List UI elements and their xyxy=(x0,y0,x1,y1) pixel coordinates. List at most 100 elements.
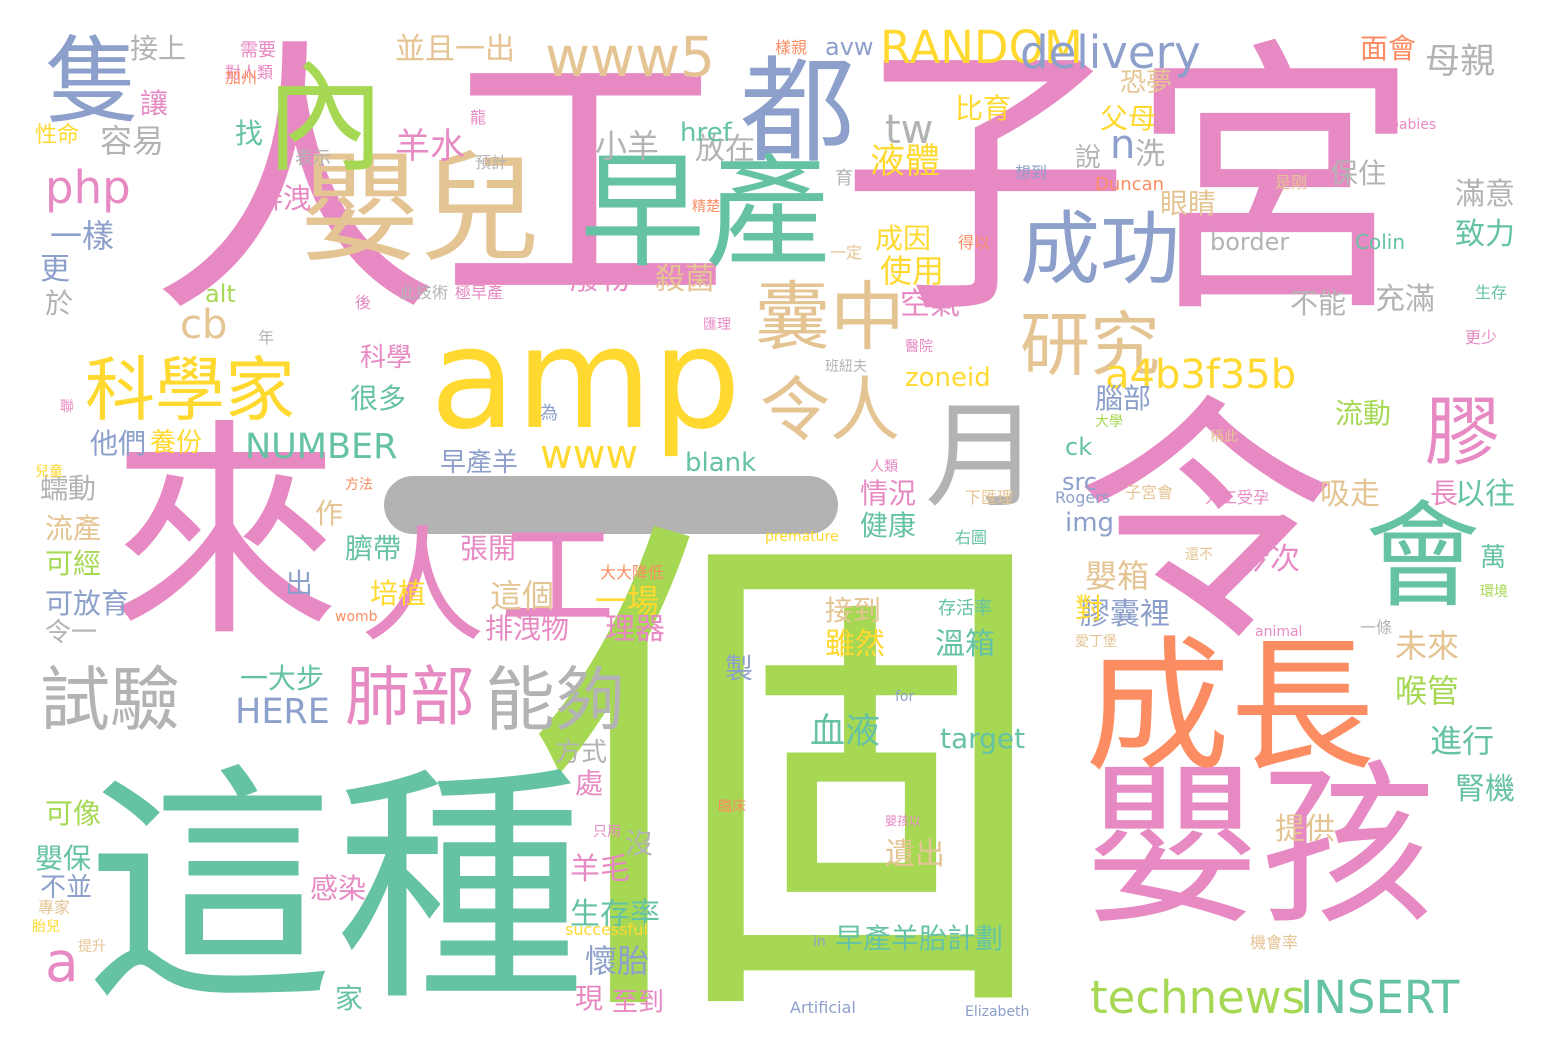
cloud-word: zoneid xyxy=(905,363,991,393)
cloud-word: 未來 xyxy=(1395,627,1460,665)
cloud-word: 父母 xyxy=(1100,102,1157,135)
cloud-word: 情況 xyxy=(860,477,917,510)
cloud-word: 下匯理 xyxy=(965,488,1014,507)
cloud-word: in xyxy=(813,934,826,950)
cloud-word: 排洩物 xyxy=(485,612,570,645)
cloud-word: 人工受孕 xyxy=(1205,488,1270,507)
cloud-word: 工 xyxy=(500,510,616,644)
cloud-word: NUMBER xyxy=(245,427,398,467)
cloud-word: RANDOM xyxy=(880,21,1083,74)
cloud-word: 出 xyxy=(285,567,314,600)
cloud-word: 生存 xyxy=(1475,283,1508,302)
cloud-word: 後 xyxy=(355,293,372,312)
cloud-word: 早產羊胎計劃 xyxy=(835,922,1004,955)
cloud-word: 提升 xyxy=(78,939,106,955)
cloud-word: 大學 xyxy=(1095,414,1123,430)
cloud-word: 聯 xyxy=(60,399,74,415)
cloud-word: Duncan xyxy=(1095,174,1165,195)
cloud-word: 萬 xyxy=(1480,543,1507,573)
cloud-word: HERE xyxy=(235,692,330,732)
cloud-word: 膠 xyxy=(1425,388,1501,476)
cloud-word: 洗 xyxy=(1135,137,1165,172)
cloud-word: 遺出 xyxy=(885,837,945,872)
cloud-word: 可像 xyxy=(45,797,102,830)
cloud-word: 羊毛 xyxy=(570,852,630,887)
cloud-word: 培植 xyxy=(370,577,427,610)
cloud-word: 母親 xyxy=(1425,42,1496,82)
cloud-word: 溫箱 xyxy=(935,627,995,662)
cloud-word: 這個 xyxy=(490,577,555,615)
cloud-word: 致力 xyxy=(1455,217,1515,252)
cloud-word: 家 xyxy=(335,982,364,1015)
cloud-word: 嬰箱 xyxy=(1085,557,1150,595)
cloud-word: 廢物 xyxy=(570,262,630,297)
cloud-word: 環境 xyxy=(1480,584,1508,600)
cloud-word: 人工 xyxy=(150,16,730,353)
cloud-word: 成因 xyxy=(875,222,932,255)
cloud-word: 排洩 xyxy=(255,182,312,215)
cloud-word: 稱此 xyxy=(1210,429,1238,445)
cloud-word: 可放育 xyxy=(45,587,130,620)
cloud-word: 接到 xyxy=(825,594,882,627)
cloud-word: 兒童 xyxy=(35,464,63,480)
cloud-word: delivery xyxy=(1020,26,1201,79)
cloud-word: 右圖 xyxy=(955,528,988,547)
cloud-word: 空氣 xyxy=(900,287,960,322)
cloud-word: 嬰兒 xyxy=(300,140,540,279)
cloud-word: 養份 xyxy=(150,428,203,458)
cloud-word: 還不 xyxy=(1185,547,1213,563)
cloud-word: 恐夢 xyxy=(1120,68,1173,98)
cloud-word: 生存率 xyxy=(570,897,660,932)
cloud-word: 個 xyxy=(530,477,1050,1052)
cloud-word: 機會率 xyxy=(1250,933,1299,952)
cloud-word: 理器 xyxy=(605,612,665,647)
cloud-word: 左圖 xyxy=(1305,113,1341,134)
cloud-word: 育 xyxy=(835,168,853,189)
cloud-word: 內 xyxy=(265,50,385,189)
cloud-word: 他們 xyxy=(90,427,147,460)
cloud-word: 充滿 xyxy=(1375,282,1435,317)
cloud-word: 作 xyxy=(315,497,344,530)
cloud-word: 小羊 xyxy=(595,127,660,165)
cloud-word: Rogers xyxy=(1055,488,1111,507)
cloud-word: 嬰孩以 xyxy=(885,814,922,828)
cloud-word: 只用 xyxy=(593,824,621,840)
cloud-word: 都 xyxy=(740,45,856,179)
cloud-word: cb xyxy=(180,302,228,348)
cloud-word: 不並 xyxy=(40,873,93,903)
cloud-word: Artificial xyxy=(790,998,856,1017)
cloud-word: 人 xyxy=(360,515,485,660)
cloud-word: technews xyxy=(1090,971,1306,1024)
cloud-word: 早產 xyxy=(580,140,830,285)
cloud-word: 比育 xyxy=(955,92,1012,125)
cloud-word: 不能 xyxy=(1290,287,1347,320)
cloud-word: 以往 xyxy=(1455,477,1515,512)
cloud-word: 嬰孩 xyxy=(1085,746,1435,949)
cloud-word: 腦部 xyxy=(1095,382,1152,415)
cloud-word: 加州 xyxy=(225,68,258,87)
cloud-word: target xyxy=(940,722,1026,755)
cloud-word: 愛丁堡 xyxy=(1075,634,1117,650)
cloud-word: 更少 xyxy=(1465,328,1498,347)
cloud-word: 現 xyxy=(575,982,604,1015)
cloud-word: alt xyxy=(205,280,236,308)
cloud-word: 一定 xyxy=(830,243,863,262)
cloud-word: 試驗 xyxy=(40,659,180,741)
cloud-word: 更 xyxy=(40,252,70,287)
cloud-word: 臍帶 xyxy=(345,532,402,565)
cloud-word: www xyxy=(540,432,639,478)
cloud-word: 對 xyxy=(1075,592,1104,625)
cloud-word: 殺菌 xyxy=(655,262,715,297)
cloud-word: 流產 xyxy=(45,512,102,545)
dash-bar xyxy=(384,476,838,534)
cloud-word: 沒 xyxy=(625,827,654,860)
cloud-word: successful xyxy=(565,920,648,939)
cloud-word: amp xyxy=(430,298,742,461)
cloud-word: 肺部 xyxy=(345,660,476,735)
cloud-word: 樣親 xyxy=(775,38,808,57)
cloud-word: 對人類 xyxy=(225,63,274,82)
cloud-word: 並且一出 xyxy=(395,32,515,67)
cloud-word: 健康 xyxy=(860,509,917,542)
cloud-word: 很多 xyxy=(350,382,407,415)
